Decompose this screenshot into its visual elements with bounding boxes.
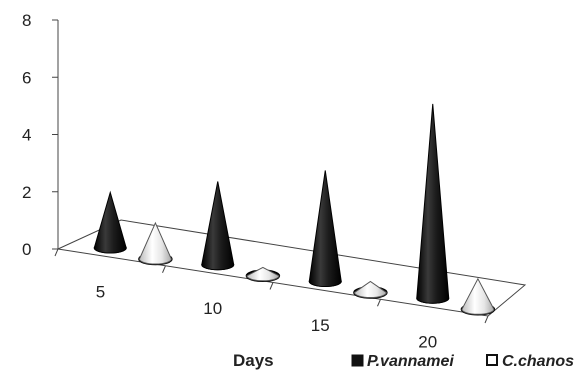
x-tick-mark: [269, 282, 274, 290]
x-tick-label: 10: [203, 299, 222, 318]
cone-body: [93, 190, 127, 254]
floor-plane: [56, 219, 527, 317]
cone-body: [416, 103, 450, 304]
y-tick-label: 2: [22, 183, 31, 202]
legend-label-p-vannamei: P.vannamei: [367, 353, 454, 370]
x-tick-mark: [377, 299, 381, 307]
legend-swatch-p-vannamei: [351, 354, 364, 367]
cone-c-chanos-15: [353, 280, 388, 299]
cone-c-chanos-20: [460, 277, 496, 316]
cone-body: [138, 221, 172, 265]
x-tick-mark: [162, 265, 166, 273]
y-tick-label: 8: [22, 11, 31, 30]
cone-c-chanos-10: [245, 266, 281, 283]
y-tick-label: 4: [22, 126, 31, 145]
cone-body: [353, 280, 387, 299]
x-tick-mark: [484, 315, 489, 324]
x-axis-label: Days: [233, 351, 274, 370]
x-tick-mark: [54, 248, 59, 257]
x-tick-label: 20: [418, 333, 437, 352]
cone-body: [201, 181, 235, 271]
legend-swatch-c-chanos: [486, 354, 498, 366]
cone-body: [246, 266, 280, 282]
y-tick-label: 0: [22, 240, 31, 259]
legend-label-c-chanos: C.chanos: [502, 353, 574, 370]
cone-p-vannamei-20: [416, 103, 450, 304]
cone-p-vannamei-15: [308, 170, 342, 288]
x-tick-label: 15: [311, 316, 330, 335]
cone-p-vannamei-5: [93, 190, 127, 254]
x-tick-label: 5: [96, 282, 105, 301]
y-tick-label: 6: [22, 68, 31, 87]
cone-c-chanos-5: [138, 221, 173, 266]
cone-body: [461, 277, 495, 315]
cone-p-vannamei-10: [201, 181, 235, 271]
legend: P.vannamei C.chanos: [351, 353, 574, 370]
cone-body: [308, 170, 342, 288]
